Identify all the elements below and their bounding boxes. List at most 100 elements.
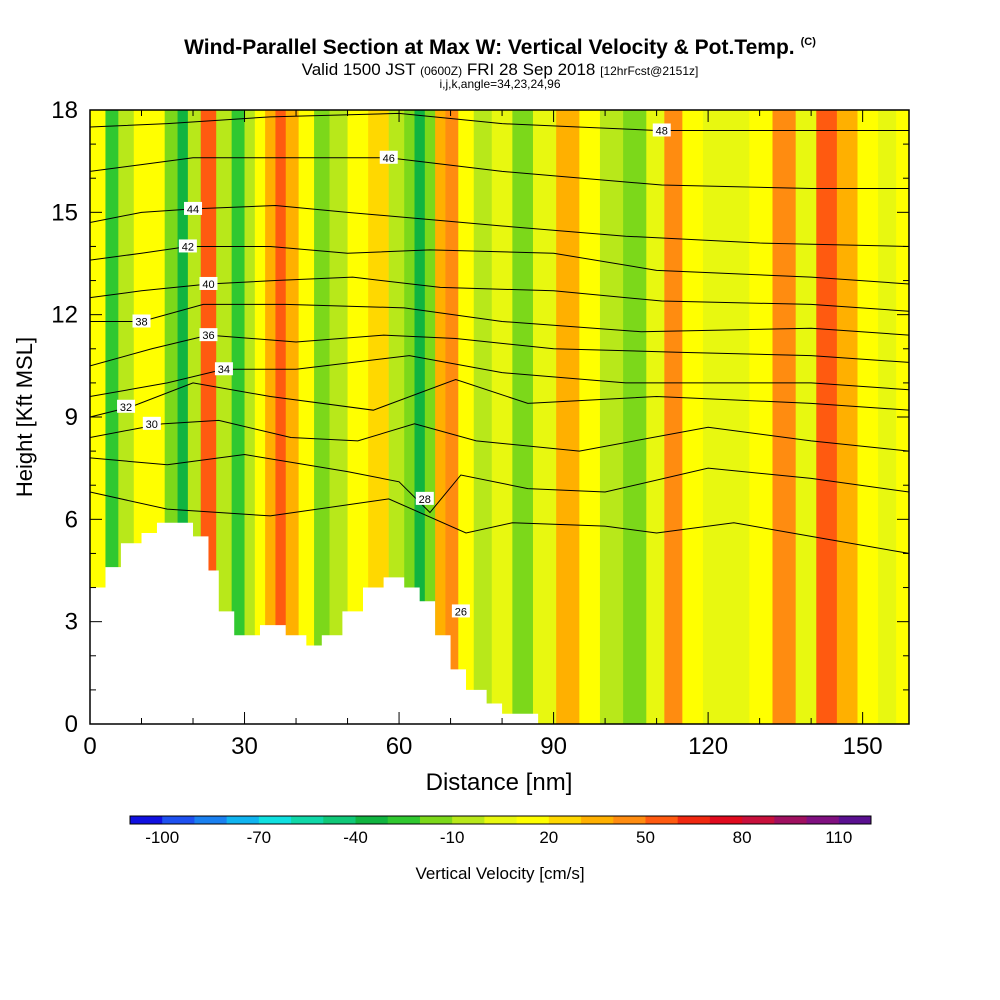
colorbar-frame xyxy=(129,815,872,825)
theta-contour-42 xyxy=(90,245,909,285)
colorbar-swatch xyxy=(613,816,646,824)
y-axis-label: Height [Kft MSL] xyxy=(12,337,37,497)
chart-title: Wind-Parallel Section at Max W: Vertical… xyxy=(184,36,816,59)
colorbar-tick-label: -70 xyxy=(246,828,272,847)
velocity-column xyxy=(857,110,879,724)
colorbar-tick-label: 50 xyxy=(636,828,655,847)
velocity-column xyxy=(623,110,647,724)
x-tick-label: 90 xyxy=(540,733,567,760)
contour-label-30: 30 xyxy=(142,416,161,431)
colorbar-swatch xyxy=(419,816,453,824)
contour-label-text: 42 xyxy=(182,241,194,253)
x-axis-label: Distance [nm] xyxy=(426,769,573,796)
velocity-column xyxy=(795,110,817,724)
velocity-column xyxy=(491,110,513,724)
colorbar-tick-label: -40 xyxy=(343,828,368,847)
colorbar-swatch xyxy=(291,816,324,824)
theta-contour-26 xyxy=(90,491,909,554)
theta-contour-28 xyxy=(90,454,909,514)
colorbar-swatch xyxy=(387,816,421,824)
velocity-column xyxy=(726,110,750,724)
velocity-column xyxy=(599,110,624,724)
terrain xyxy=(90,522,539,724)
colorbar-swatch xyxy=(484,816,518,824)
velocity-column xyxy=(458,110,475,724)
velocity-column xyxy=(579,110,601,724)
velocity-column xyxy=(347,110,369,724)
velocity-column xyxy=(556,110,580,724)
velocity-column xyxy=(878,110,897,724)
section-params: i,j,k,angle=34,23,24,96 xyxy=(439,77,561,91)
colorbar-swatch xyxy=(323,816,356,824)
velocity-column xyxy=(702,110,727,724)
colorbar-swatch xyxy=(162,816,195,824)
chart-subtitle: Valid 1500 JST (0600Z) FRI 28 Sep 2018 [… xyxy=(0,60,1000,80)
contour-label-text: 48 xyxy=(656,125,668,137)
forecast-info: [12hrFcst@2151z] xyxy=(600,64,699,78)
theta-contour-34 xyxy=(90,355,909,398)
x-tick-label: 60 xyxy=(386,733,413,760)
velocity-column xyxy=(772,110,797,724)
velocity-column xyxy=(298,110,315,724)
theta-contour-40 xyxy=(90,276,909,312)
contour-label-44: 44 xyxy=(184,201,203,216)
velocity-column xyxy=(532,110,557,724)
velocity-column xyxy=(314,110,331,724)
velocity-column xyxy=(216,110,233,724)
velocity-column xyxy=(231,110,246,724)
colorbar-swatch xyxy=(548,816,582,824)
colorbar-swatch xyxy=(806,816,840,824)
terrain-mask xyxy=(90,522,539,724)
velocity-column xyxy=(368,110,390,724)
colorbar-swatch xyxy=(130,816,163,824)
colorbar-swatch xyxy=(774,816,807,824)
x-tick-label: 150 xyxy=(843,733,883,760)
contour-label-46: 46 xyxy=(379,150,398,165)
colorbar-swatch xyxy=(194,816,228,824)
contour-label-text: 36 xyxy=(202,330,214,342)
valid-time: Valid 1500 JST xyxy=(301,60,416,79)
velocity-column xyxy=(816,110,838,724)
colorbar-swatch xyxy=(516,816,550,824)
theta-contour-38 xyxy=(90,303,909,336)
contour-label-42: 42 xyxy=(178,239,197,253)
y-tick-label: 18 xyxy=(51,97,78,124)
colorbar-swatch xyxy=(742,816,775,824)
colorbar-tick-label: -100 xyxy=(145,828,180,847)
contour-label-26: 26 xyxy=(451,604,470,618)
colorbar-swatch xyxy=(677,816,711,824)
velocity-column xyxy=(329,110,349,724)
contour-label-32: 32 xyxy=(117,399,136,414)
colorbar-tick-label: 110 xyxy=(825,828,853,847)
velocity-column xyxy=(435,110,447,724)
theta-contour-32 xyxy=(90,378,909,418)
velocity-column xyxy=(512,110,534,724)
colorbar-swatch xyxy=(838,816,872,824)
velocity-column xyxy=(646,110,665,724)
contour-label-text: 28 xyxy=(419,494,431,506)
velocity-column xyxy=(285,110,300,724)
colorbar-swatch xyxy=(355,816,389,824)
velocity-column xyxy=(473,110,493,724)
colorbar-swatch xyxy=(452,816,485,824)
velocity-column xyxy=(275,110,287,724)
velocity-column xyxy=(388,110,405,724)
contour-label-36: 36 xyxy=(199,328,218,342)
y-tick-label: 15 xyxy=(51,199,78,226)
y-tick-label: 6 xyxy=(65,506,78,533)
velocity-column xyxy=(749,110,774,724)
copyright-mark: (C) xyxy=(800,36,816,48)
theta-contour-36 xyxy=(90,334,909,367)
contour-label-text: 38 xyxy=(135,316,147,328)
velocity-column xyxy=(177,110,189,724)
valid-date: FRI 28 Sep 2018 xyxy=(466,60,596,79)
contour-label-34: 34 xyxy=(214,362,233,376)
colorbar-tick-label: -10 xyxy=(439,828,465,847)
velocity-column xyxy=(445,110,459,724)
colorbar-tick-label: 20 xyxy=(539,828,559,847)
theta-contour-48 xyxy=(90,112,909,131)
valid-utc: (0600Z) xyxy=(420,64,463,78)
colorbar-swatch xyxy=(709,816,743,824)
colorbar-swatch xyxy=(581,816,614,824)
